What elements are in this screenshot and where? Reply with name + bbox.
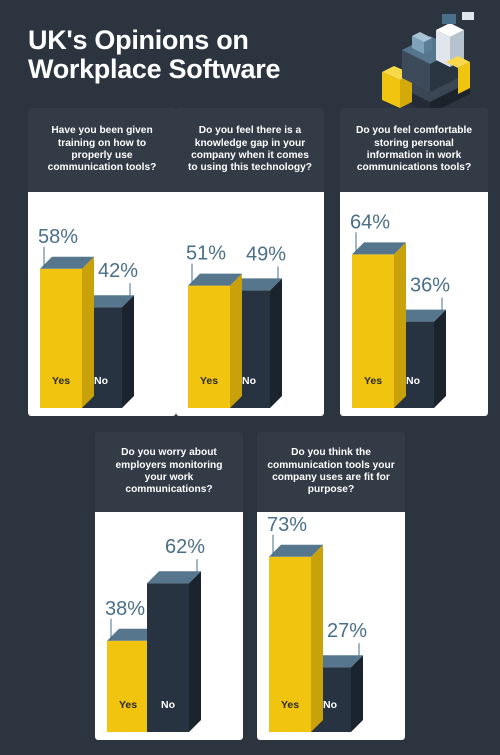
- bar-side: [189, 571, 201, 732]
- title-line-1: UK's Opinions on: [28, 25, 249, 55]
- bar-side: [394, 242, 406, 408]
- bar-yes: Yes 58%: [38, 226, 94, 408]
- office-building-isometric-icon: [382, 12, 474, 114]
- value-label: 36%: [410, 275, 450, 297]
- bar-front: [40, 268, 82, 408]
- category-label: No: [323, 699, 337, 711]
- bar-yes: Yes 51%: [186, 243, 242, 408]
- bar-top: [40, 256, 94, 269]
- value-label: 62%: [165, 536, 205, 558]
- bar-front: [352, 254, 394, 408]
- poll-question: Do you think the communication tools you…: [267, 447, 395, 496]
- bar-top: [147, 571, 201, 584]
- bar-front: [147, 583, 189, 732]
- value-label: 51%: [186, 243, 226, 265]
- bar-side: [434, 309, 446, 408]
- value-label: 42%: [98, 260, 138, 282]
- bar-side: [122, 295, 134, 408]
- bar-chart: Yes 38% No 62%: [105, 536, 205, 732]
- poll-question: Do you feel comfortable storing personal…: [355, 125, 473, 174]
- bar-yes: Yes 64%: [350, 211, 406, 408]
- bar-top: [352, 242, 406, 255]
- bar-chart: No 27% Yes 73%: [267, 514, 367, 732]
- value-label: 27%: [327, 620, 367, 642]
- category-label: Yes: [364, 375, 382, 387]
- bar-front: [269, 556, 311, 732]
- value-label: 58%: [38, 226, 78, 248]
- bar-side: [230, 273, 242, 408]
- poll-question: Have you been given training on how to p…: [47, 125, 157, 174]
- category-label: No: [242, 375, 256, 387]
- value-label: 64%: [350, 211, 390, 233]
- bar-front: [188, 285, 230, 408]
- category-label: Yes: [52, 375, 70, 387]
- category-label: No: [406, 375, 420, 387]
- bar-chart: No 49% Yes 51%: [186, 243, 286, 408]
- poll-card-fit-for-purpose: Do you think the communication tools you…: [257, 432, 405, 740]
- page-title: UK's Opinions on Workplace Software: [28, 26, 328, 84]
- bar-side: [351, 655, 363, 732]
- bar-top: [188, 273, 242, 286]
- value-label: 38%: [105, 598, 145, 620]
- category-label: No: [94, 375, 108, 387]
- category-label: No: [161, 699, 175, 711]
- bar-chart: No 42% Yes 58%: [38, 226, 138, 408]
- bar-no: No 62%: [147, 536, 205, 732]
- bar-side: [311, 544, 323, 732]
- bar-side: [82, 256, 94, 408]
- value-label: 49%: [246, 243, 286, 265]
- bar-yes: Yes 73%: [267, 514, 323, 732]
- bar-side: [270, 278, 282, 408]
- category-label: Yes: [281, 699, 299, 711]
- poll-card-monitoring: Do you worry about employers monitoring …: [95, 432, 243, 740]
- title-line-2: Workplace Software: [28, 54, 281, 84]
- bar-front: [107, 640, 149, 732]
- poll-card-training: Have you been given training on how to p…: [28, 108, 176, 416]
- poll-card-personal-info: Do you feel comfortable storing personal…: [340, 108, 488, 416]
- poll-question: Do you worry about employers monitoring …: [115, 447, 223, 496]
- poll-card-knowledge-gap: Do you feel there is a knowledge gap in …: [176, 108, 324, 416]
- category-label: Yes: [119, 699, 137, 711]
- poll-question: Do you feel there is a knowledge gap in …: [188, 125, 312, 174]
- bar-top: [269, 544, 323, 557]
- value-label: 73%: [267, 514, 307, 536]
- bar-chart: No 36% Yes 64%: [350, 211, 450, 408]
- category-label: Yes: [200, 375, 218, 387]
